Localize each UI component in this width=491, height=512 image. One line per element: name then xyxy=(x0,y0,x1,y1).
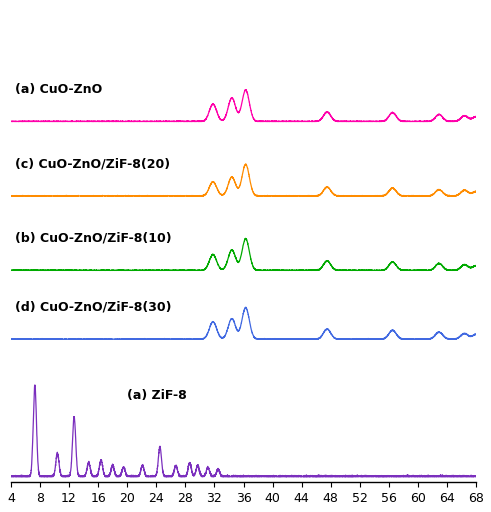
Text: (a) CuO-ZnO: (a) CuO-ZnO xyxy=(15,83,102,96)
Text: (c) CuO-ZnO/ZiF-8(20): (c) CuO-ZnO/ZiF-8(20) xyxy=(15,157,170,170)
Text: (b) CuO-ZnO/ZiF-8(10): (b) CuO-ZnO/ZiF-8(10) xyxy=(15,231,171,245)
Text: (a) ZiF-8: (a) ZiF-8 xyxy=(127,389,187,402)
Text: (d) CuO-ZnO/ZiF-8(30): (d) CuO-ZnO/ZiF-8(30) xyxy=(15,301,171,313)
